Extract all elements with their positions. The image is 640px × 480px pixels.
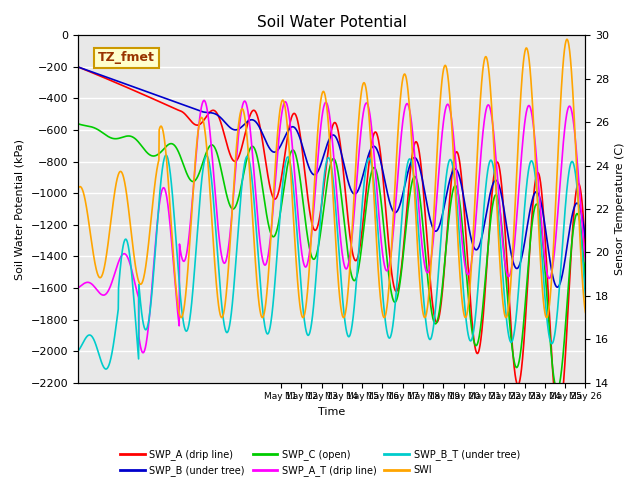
SWP_C (open) [567, 252, 575, 258]
X-axis label: Time: Time [318, 407, 346, 417]
SWP_A (drip line) [321, 177, 328, 182]
SWP_B_T (under tree) [321, 166, 329, 171]
SWP_B (under tree) [74, 64, 82, 70]
SWP_A_T (drip line) [582, 258, 589, 264]
SWI [321, 91, 328, 96]
SWP_A_T (drip line) [474, 188, 482, 194]
SWP_B_T (under tree) [102, 366, 109, 372]
Line: SWP_A_T (drip line): SWP_A_T (drip line) [78, 100, 586, 353]
SWP_B (under tree) [474, 246, 481, 252]
SWP_B_T (under tree) [582, 294, 589, 300]
Line: SWP_B (under tree): SWP_B (under tree) [78, 67, 586, 287]
SWP_B_T (under tree) [308, 319, 316, 325]
SWI [74, 186, 82, 192]
SWP_B (under tree) [100, 73, 108, 79]
Legend: SWP_A (drip line), SWP_B (under tree), SWP_C (open), SWP_A_T (drip line), SWP_B_: SWP_A (drip line), SWP_B (under tree), S… [116, 445, 524, 480]
SWP_A (drip line) [567, 258, 575, 264]
SWP_C (open) [554, 387, 561, 393]
SWI [582, 310, 589, 315]
SWP_C (open) [474, 341, 481, 347]
SWI [543, 315, 550, 321]
SWP_A_T (drip line) [200, 97, 208, 103]
SWP_B (under tree) [567, 220, 575, 226]
SWP_B (under tree) [554, 284, 561, 290]
SWP_C (open) [307, 252, 315, 258]
SWP_B (under tree) [321, 149, 328, 155]
SWP_A_T (drip line) [100, 292, 108, 298]
Line: SWP_C (open): SWP_C (open) [78, 124, 586, 390]
SWP_C (open) [321, 198, 328, 204]
Y-axis label: Sensor Temperature (C): Sensor Temperature (C) [615, 143, 625, 275]
SWP_B (under tree) [307, 169, 315, 175]
Line: SWP_A (drip line): SWP_A (drip line) [78, 67, 586, 417]
SWP_A (drip line) [74, 64, 82, 70]
SWP_B_T (under tree) [568, 159, 575, 165]
SWI [568, 66, 575, 72]
SWP_A (drip line) [567, 253, 575, 259]
SWP_B (under tree) [567, 218, 575, 224]
SWP_A (drip line) [307, 217, 315, 223]
SWP_A (drip line) [582, 248, 589, 254]
SWI [307, 235, 315, 241]
SWP_A (drip line) [100, 75, 108, 81]
Line: SWI: SWI [78, 39, 586, 318]
SWI [474, 145, 481, 151]
SWP_A_T (drip line) [567, 106, 575, 111]
SWP_A (drip line) [555, 414, 563, 420]
SWP_B_T (under tree) [74, 348, 82, 354]
SWP_A_T (drip line) [568, 107, 575, 112]
SWP_C (open) [74, 121, 82, 127]
SWP_B_T (under tree) [567, 160, 575, 166]
SWP_B_T (under tree) [100, 364, 108, 370]
SWP_B_T (under tree) [162, 152, 170, 158]
Title: Soil Water Potential: Soil Water Potential [257, 15, 406, 30]
Text: TZ_fmet: TZ_fmet [98, 51, 155, 64]
SWP_A_T (drip line) [308, 229, 316, 235]
SWI [563, 36, 571, 42]
SWP_C (open) [567, 250, 575, 255]
Line: SWP_B_T (under tree): SWP_B_T (under tree) [78, 155, 586, 369]
SWP_C (open) [582, 279, 589, 285]
Y-axis label: Soil Water Potential (kPa): Soil Water Potential (kPa) [15, 139, 25, 279]
SWI [567, 62, 575, 68]
SWP_A_T (drip line) [140, 350, 147, 356]
SWI [100, 267, 108, 273]
SWP_B_T (under tree) [474, 284, 482, 290]
SWP_A_T (drip line) [321, 100, 329, 106]
SWP_A (drip line) [474, 350, 481, 356]
SWP_A_T (drip line) [74, 285, 82, 291]
SWP_B (under tree) [582, 236, 589, 242]
SWP_C (open) [100, 131, 108, 136]
